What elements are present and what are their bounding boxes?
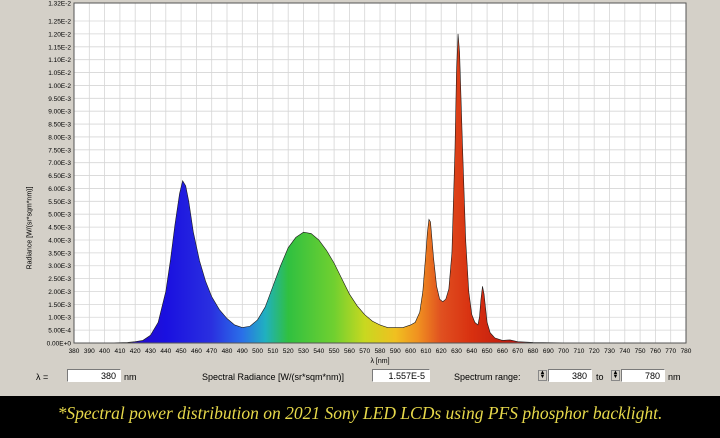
x-tick-label: 590	[390, 348, 401, 355]
y-tick-label: 4.00E-3	[48, 237, 71, 244]
x-tick-label: 730	[604, 348, 615, 355]
y-tick-label: 1.05E-2	[48, 70, 71, 77]
x-tick-label: 690	[543, 348, 554, 355]
y-tick-label: 0.00E+0	[47, 341, 72, 348]
x-tick-label: 570	[359, 348, 370, 355]
y-tick-label: 8.00E-3	[48, 134, 71, 141]
spin-up-icon: ▲	[612, 370, 619, 376]
y-tick-label: 5.00E-3	[48, 212, 71, 219]
y-tick-label: 7.00E-3	[48, 160, 71, 167]
x-tick-label: 580	[375, 348, 386, 355]
x-tick-label: 680	[528, 348, 539, 355]
y-tick-label: 5.50E-3	[48, 199, 71, 206]
y-tick-label: 9.00E-3	[48, 109, 71, 116]
y-tick-label: 1.25E-2	[48, 19, 71, 26]
x-tick-label: 380	[69, 348, 80, 355]
x-tick-label: 500	[252, 348, 263, 355]
y-tick-label: 2.00E-3	[48, 289, 71, 296]
x-tick-label: 740	[619, 348, 630, 355]
x-tick-label: 700	[558, 348, 569, 355]
y-tick-label: 1.00E-3	[48, 315, 71, 322]
x-tick-label: 780	[681, 348, 692, 355]
y-tick-label: 1.20E-2	[48, 31, 71, 38]
x-tick-label: 390	[84, 348, 95, 355]
caption-text: *Spectral power distribution on 2021 Son…	[57, 403, 663, 423]
y-tick-label: 8.50E-3	[48, 122, 71, 129]
radiance-label: Spectral Radiance [W/(sr*sqm*nm)]	[202, 372, 345, 382]
lambda-unit: nm	[124, 372, 137, 382]
y-tick-label: 4.50E-3	[48, 225, 71, 232]
x-tick-label: 670	[512, 348, 523, 355]
spin-up-icon: ▲	[539, 370, 546, 376]
x-tick-label: 450	[176, 348, 187, 355]
x-tick-label: 420	[130, 348, 141, 355]
x-tick-label: 560	[344, 348, 355, 355]
y-tick-label: 7.50E-3	[48, 147, 71, 154]
x-tick-label: 720	[589, 348, 600, 355]
x-tick-label: 400	[99, 348, 110, 355]
y-tick-label: 6.50E-3	[48, 173, 71, 180]
radiance-field[interactable]: 1.557E-5	[372, 369, 430, 382]
range-unit: nm	[668, 372, 681, 382]
x-tick-label: 770	[665, 348, 676, 355]
range-from-spinner[interactable]: ▲ ▼	[538, 370, 547, 381]
spin-down-icon: ▼	[539, 374, 546, 380]
x-tick-label: 750	[635, 348, 646, 355]
x-tick-label: 470	[206, 348, 217, 355]
y-tick-label: 9.50E-3	[48, 96, 71, 103]
spectrum-area	[74, 33, 686, 344]
x-tick-label: 610	[420, 348, 431, 355]
y-tick-label: 6.00E-3	[48, 186, 71, 193]
x-tick-label: 540	[313, 348, 324, 355]
y-axis-ticks: 0.00E+0 5.00E-4 1.00E-3 1.50E-3 2.00E-3 2.50E…	[47, 1, 72, 348]
y-tick-label: 3.00E-3	[48, 263, 71, 270]
y-axis-label: Radiance [W/(sr*sqm*nm)]	[26, 186, 34, 270]
x-tick-label: 660	[497, 348, 508, 355]
x-tick-label: 650	[482, 348, 493, 355]
x-tick-label: 480	[222, 348, 233, 355]
spectrum-app-window: 0.00E+0 5.00E-4 1.00E-3 1.50E-3 2.00E-3 2.50E…	[0, 0, 720, 396]
range-from-field[interactable]: 380	[548, 369, 592, 382]
y-tick-label: 1.00E-2	[48, 83, 71, 90]
x-axis-label: λ [nm]	[370, 358, 389, 365]
x-tick-label: 460	[191, 348, 202, 355]
y-tick-label: 2.50E-3	[48, 276, 71, 283]
x-tick-label: 410	[114, 348, 125, 355]
spin-down-icon: ▼	[612, 374, 619, 380]
spectrum-range-label: Spectrum range:	[454, 372, 521, 382]
spectrum-chart: 0.00E+0 5.00E-4 1.00E-3 1.50E-3 2.00E-3 2.50E…	[47, 1, 692, 366]
x-tick-label: 630	[451, 348, 462, 355]
y-tick-label: 3.50E-3	[48, 250, 71, 257]
x-tick-label: 440	[160, 348, 171, 355]
y-tick-label: 1.15E-2	[48, 44, 71, 51]
range-to-field[interactable]: 780	[621, 369, 665, 382]
range-to-label: to	[596, 372, 604, 382]
x-tick-label: 710	[573, 348, 584, 355]
x-tick-label: 760	[650, 348, 661, 355]
lambda-field[interactable]: 380	[67, 369, 121, 382]
x-tick-label: 640	[466, 348, 477, 355]
x-tick-label: 490	[237, 348, 248, 355]
x-tick-label: 530	[298, 348, 309, 355]
x-tick-label: 550	[329, 348, 340, 355]
plot-frame	[73, 2, 687, 344]
x-axis-ticks: 380 390 400 410 420 430 440 450 460 470 480 490 500 5…	[69, 348, 692, 355]
x-tick-label: 510	[267, 348, 278, 355]
x-tick-label: 430	[145, 348, 156, 355]
y-tick-label: 1.10E-2	[48, 57, 71, 64]
lambda-label: λ =	[36, 372, 49, 382]
y-tick-label: 1.32E-2	[48, 1, 71, 8]
range-to-spinner[interactable]: ▲ ▼	[611, 370, 620, 381]
y-tick-label: 5.00E-4	[48, 328, 71, 335]
x-tick-label: 600	[405, 348, 416, 355]
status-bar: λ = 380 nm Spectral Radiance [W/(sr*sqm*…	[0, 366, 720, 390]
y-tick-label: 1.50E-3	[48, 302, 71, 309]
x-tick-label: 520	[283, 348, 294, 355]
x-tick-label: 620	[436, 348, 447, 355]
